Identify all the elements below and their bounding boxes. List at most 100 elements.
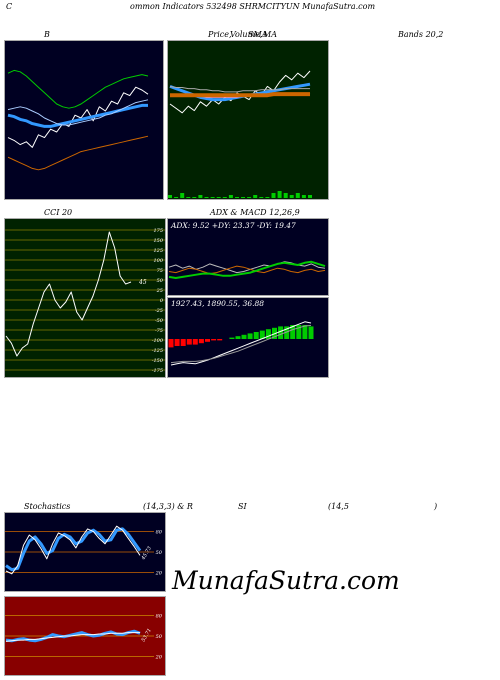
macd-histogram-bar xyxy=(278,326,284,339)
macd-histogram-bar xyxy=(198,339,204,344)
macd-histogram-bar xyxy=(174,339,180,346)
volume-bar xyxy=(210,197,215,198)
stoch-params-label: (14,3,3) & R xyxy=(143,502,193,511)
macd-histogram-bar xyxy=(247,333,253,339)
cci-tick-label: -50 xyxy=(155,318,164,324)
stoch-tick-label: 50 xyxy=(156,550,163,556)
macd-line xyxy=(170,321,312,366)
volume-bar xyxy=(301,195,306,198)
volume-bar xyxy=(308,195,312,198)
adx-minus-di xyxy=(168,265,326,275)
cci-tick-label: -75 xyxy=(155,328,163,334)
cci-tick-label: 150 xyxy=(153,238,163,244)
stoch-d-line xyxy=(5,527,142,572)
cci-tick-label: -150 xyxy=(152,358,164,364)
bollinger-chart xyxy=(4,40,164,200)
cci-last-label: 45 xyxy=(138,279,147,286)
volume-bar xyxy=(228,195,233,198)
cci-tick-label: -100 xyxy=(152,338,164,344)
stoch-tick-label: 80 xyxy=(156,530,163,536)
rsi-tick-label: 50 xyxy=(156,634,163,640)
volume-bar xyxy=(265,197,270,198)
macd-histogram-bar xyxy=(229,337,235,339)
stoch-label: Stochastics xyxy=(24,502,71,511)
macd-histogram-bar xyxy=(180,339,186,346)
cci-tick-label: 100 xyxy=(153,258,163,264)
adx-background xyxy=(167,218,329,296)
macd-chart: 1927.43, 1890.55, 36.88 xyxy=(167,297,329,378)
macd-signal xyxy=(170,324,312,364)
rsi-label: SI xyxy=(238,502,247,511)
cci-tick-label: 0 xyxy=(160,298,164,304)
volume-bar xyxy=(271,193,276,198)
volume-bar xyxy=(283,193,288,198)
macd-histogram-bar xyxy=(302,325,308,339)
adx-values-label: ADX: 9.52 +DY: 23.37 -DY: 19.47 xyxy=(170,221,296,230)
adx-macd-label: ADX & MACD 12,26,9 xyxy=(210,208,300,217)
stoch-tick-label: 20 xyxy=(155,570,163,576)
rsi-params-label: (14,5 xyxy=(328,502,349,511)
volume-bar xyxy=(222,197,227,198)
adx-line xyxy=(168,260,326,279)
cci-tick-label: 25 xyxy=(156,288,163,294)
volume-bar xyxy=(174,197,179,198)
volume-bar xyxy=(247,197,252,198)
cci-tick-label: -175 xyxy=(152,368,163,374)
volume-bar xyxy=(289,195,294,198)
macd-histogram-bar xyxy=(205,339,210,342)
price-sma-ma-label: MA xyxy=(263,30,277,39)
cci-tick-label: 125 xyxy=(153,248,163,254)
volume-bar xyxy=(204,197,209,198)
macd-histogram-bar xyxy=(192,339,198,345)
macd-histogram-bar xyxy=(259,330,265,339)
cci-tick-label: 175 xyxy=(153,228,163,234)
cci-line xyxy=(5,231,132,357)
volume-bar xyxy=(259,197,264,198)
macd-histogram-bar xyxy=(217,339,223,341)
cci-background xyxy=(4,218,166,378)
macd-histogram-bar xyxy=(235,336,241,339)
cci-chart: 175 150 125 100 75 50 25 0 -25 -50 -75 -100 -125 -150… xyxy=(4,218,166,378)
brand-watermark: MunafaSutra.com xyxy=(172,566,400,595)
macd-histogram-bar xyxy=(296,325,302,339)
adx-chart: ADX: 9.52 +DY: 23.37 -DY: 19.47 xyxy=(167,218,329,296)
bollinger-series-0 xyxy=(7,86,149,148)
price-sma-left-label: Price, xyxy=(208,30,232,39)
macd-histogram-bar xyxy=(168,339,174,348)
volume-bar xyxy=(295,193,300,198)
cci-tick-label: 75 xyxy=(157,268,163,274)
price-sma-background xyxy=(167,40,329,200)
cci-tick-label: -125 xyxy=(152,348,163,354)
volume-bar xyxy=(180,193,185,198)
macd-histogram-bar xyxy=(211,339,217,341)
cci-tick-label: 50 xyxy=(157,278,164,284)
macd-histogram-bar xyxy=(290,325,296,339)
cci-tick-label: -25 xyxy=(155,308,163,314)
price-volume-sma-chart xyxy=(167,40,329,200)
price-sma-right-label: SMA xyxy=(248,30,268,39)
bands-label: Bands 20,2 xyxy=(398,30,444,39)
macd-values-label: 1927.43, 1890.55, 36.88 xyxy=(171,299,264,308)
rsi-tick-label: 80 xyxy=(156,614,163,620)
macd-histogram-bar xyxy=(241,334,247,339)
volume-bar xyxy=(168,195,172,198)
macd-histogram-bar xyxy=(186,339,192,345)
rsi-signal xyxy=(5,632,140,642)
volume-bar xyxy=(192,197,197,198)
price-sma-series-4 xyxy=(169,85,310,93)
price-sma-mid-label: Volume, xyxy=(230,30,263,39)
bollinger-series-1 xyxy=(7,103,148,128)
macd-histogram-bar xyxy=(284,326,290,339)
volume-bar xyxy=(277,191,282,198)
bollinger-series-3 xyxy=(7,69,149,109)
bollinger-series-2 xyxy=(7,99,149,126)
volume-bar xyxy=(241,197,245,198)
corner-label: C xyxy=(6,2,13,11)
macd-histogram-bar xyxy=(265,329,271,339)
volume-bar xyxy=(198,195,203,198)
volume-bar xyxy=(186,197,191,198)
bollinger-series-4 xyxy=(7,135,149,171)
price-sma-series-3 xyxy=(170,92,310,98)
macd-histogram-bar xyxy=(253,332,259,339)
